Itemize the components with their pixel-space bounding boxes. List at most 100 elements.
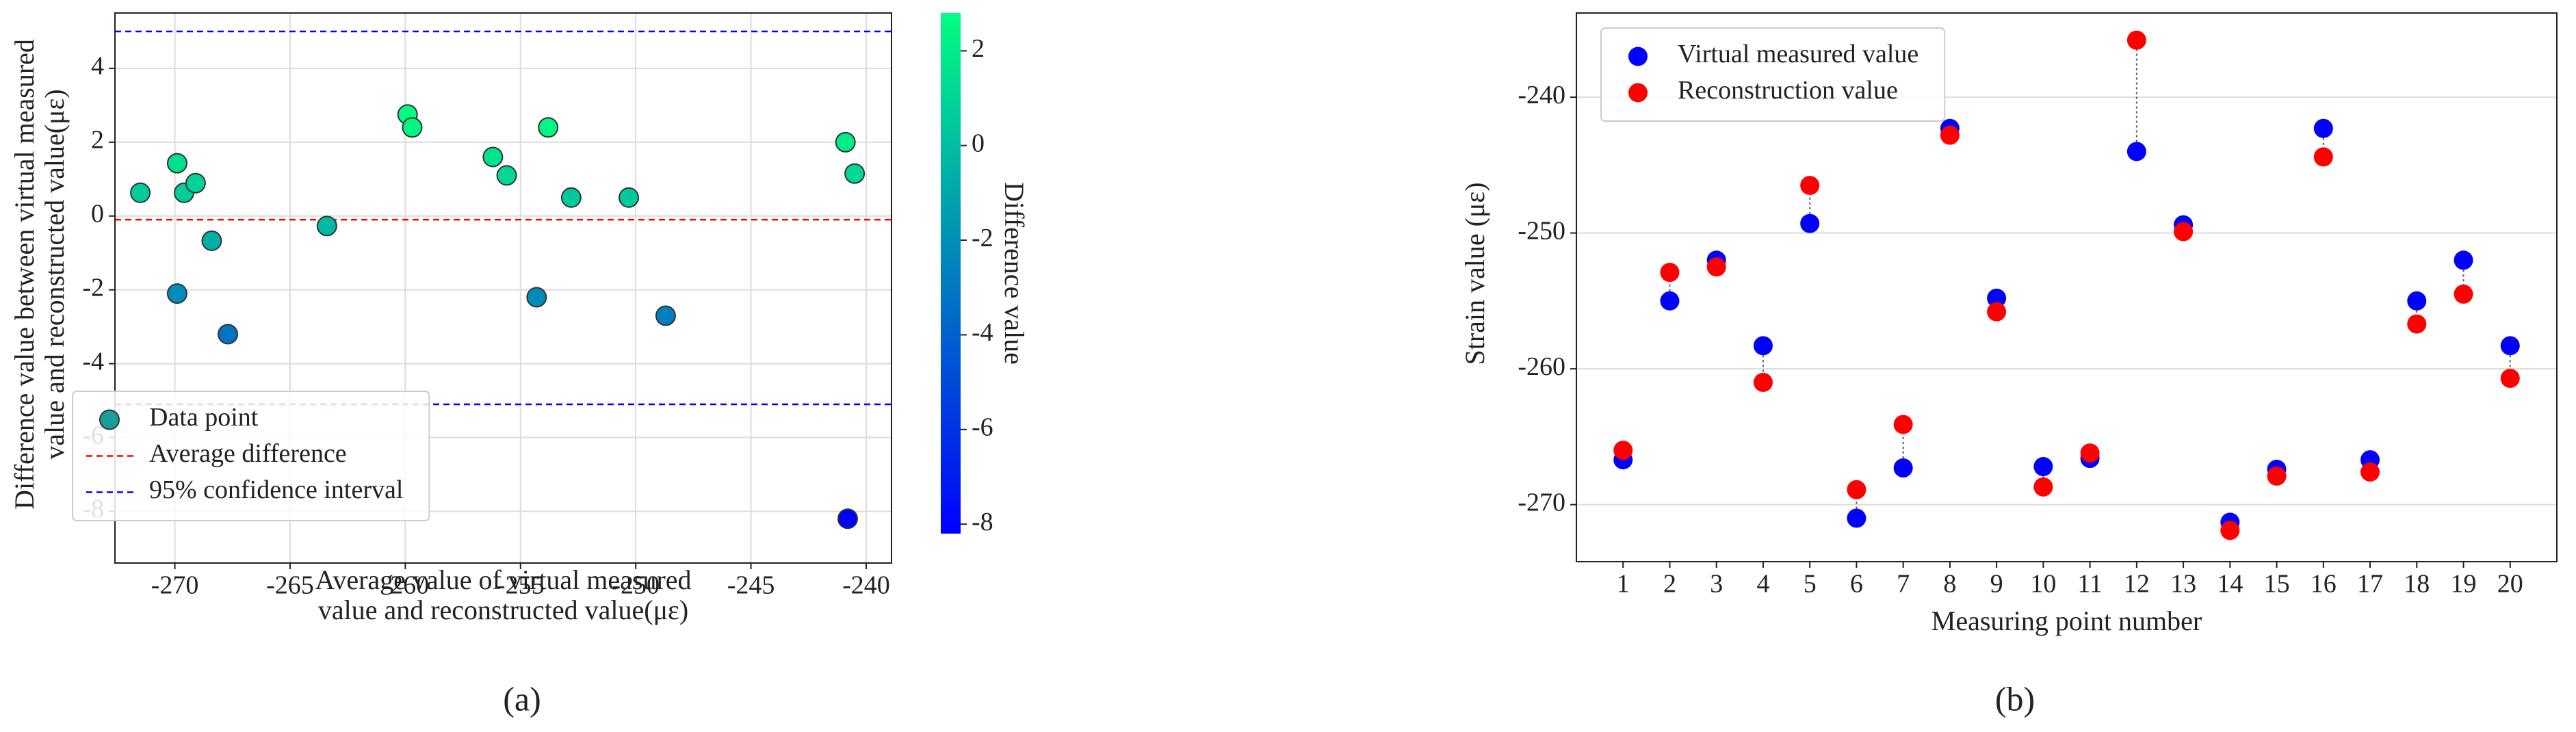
data-point: [2220, 521, 2240, 540]
x-tick-label: -250: [612, 571, 660, 600]
data-point: [1940, 125, 1960, 145]
data-point: [2080, 443, 2100, 463]
y-tick-label: 4: [91, 52, 104, 81]
data-point: [1660, 291, 1680, 311]
plot-frame: [114, 12, 892, 564]
colorbar-label: Difference value: [999, 182, 1030, 365]
data-point: [1893, 415, 1913, 434]
data-point: [2454, 284, 2473, 304]
data-point: [218, 324, 239, 345]
y-tick-label: -2: [82, 273, 104, 302]
legend-label: Data point: [149, 403, 259, 432]
data-point: [1800, 213, 1820, 233]
data-point: [2267, 466, 2287, 486]
legend: Virtual measured value Reconstruction val…: [1600, 27, 1946, 122]
data-point: [1893, 458, 1913, 478]
x-tick-label: 3: [1710, 570, 1723, 599]
data-point: [1753, 336, 1773, 356]
data-point: [496, 165, 517, 186]
x-tick-label: -255: [497, 571, 545, 600]
data-point: [2126, 30, 2146, 50]
x-axis-label: Average value of virtual measured: [315, 564, 691, 595]
y-tick-label: -4: [82, 347, 104, 376]
panel-label: (b): [1995, 679, 2035, 718]
x-tick-label: 8: [1943, 570, 1956, 599]
data-point: [538, 117, 559, 138]
data-point: [130, 182, 151, 203]
data-point: [1987, 302, 2007, 322]
x-tick-label: 14: [2217, 570, 2243, 599]
data-point: [1706, 257, 1726, 277]
data-point: [1800, 176, 1820, 196]
x-tick-label: 15: [2264, 570, 2290, 599]
x-tick-label: 11: [2077, 570, 2103, 599]
y-axis-label: Difference value between virtual measure…: [9, 39, 40, 510]
x-tick-label: 4: [1756, 570, 1769, 599]
data-point: [2174, 222, 2194, 241]
colorbar-tick-label: -2: [972, 224, 993, 252]
data-point: [2313, 118, 2333, 138]
data-point: [2126, 142, 2146, 161]
data-point: [2454, 250, 2473, 270]
data-point: [166, 153, 187, 174]
data-point: [402, 117, 423, 138]
x-tick-label: 10: [2030, 570, 2056, 599]
data-point: [201, 230, 222, 251]
legend: Data point Average difference 95% confiden…: [72, 391, 430, 521]
y-tick-label: -270: [1518, 488, 1565, 517]
data-point: [560, 187, 582, 208]
x-tick-label: -270: [151, 571, 199, 600]
x-tick-label: 7: [1897, 570, 1910, 599]
legend-marker: [1628, 83, 1648, 103]
legend-marker: [99, 409, 120, 430]
x-tick-label: -260: [382, 571, 430, 600]
legend-marker: [1628, 47, 1648, 66]
data-point: [2500, 369, 2520, 389]
data-point: [835, 131, 856, 153]
y-tick-label: -260: [1518, 352, 1565, 381]
y-tick-label: 2: [91, 126, 104, 155]
x-tick-label: 12: [2124, 570, 2150, 599]
colorbar-tick-label: -6: [972, 413, 993, 442]
y-axis-label: value and reconstructed value(με): [39, 89, 70, 459]
x-tick-label: 5: [1804, 570, 1817, 599]
x-tick-label: -265: [266, 571, 314, 600]
colorbar-tick-label: -4: [972, 318, 993, 347]
y-tick-label: -240: [1518, 81, 1565, 109]
data-point: [1987, 288, 2007, 308]
colorbar-tick-label: 2: [972, 34, 985, 63]
data-point: [619, 187, 640, 208]
data-point: [185, 172, 206, 194]
colorbar-tick-label: 0: [972, 129, 985, 157]
x-tick-label: 13: [2170, 570, 2196, 599]
data-point: [1753, 372, 1773, 392]
plot-frame: [1576, 12, 2558, 562]
data-point: [1847, 508, 1866, 528]
data-point: [2313, 147, 2333, 167]
legend-label: Average difference: [149, 439, 347, 468]
legend-label: Virtual measured value: [1678, 40, 1918, 68]
x-tick-label: 9: [1990, 570, 2003, 599]
data-point: [1613, 441, 1633, 460]
data-point: [655, 305, 676, 326]
data-point: [2407, 291, 2427, 311]
data-point: [316, 215, 337, 237]
data-point: [2033, 457, 2053, 477]
x-tick-label: 20: [2497, 570, 2523, 599]
panel-label: (a): [503, 679, 541, 718]
legend-label: 95% confidence interval: [149, 475, 403, 504]
x-tick-label: 17: [2357, 570, 2383, 599]
data-point: [2407, 314, 2427, 334]
x-tick-label: 16: [2311, 570, 2337, 599]
data-point: [1847, 480, 1866, 499]
colorbar: [941, 13, 961, 534]
x-axis-label: value and reconstructed value(με): [318, 594, 688, 625]
x-axis-label: Measuring point number: [1931, 605, 2202, 636]
data-point: [2033, 477, 2053, 497]
colorbar-tick-label: -8: [972, 508, 993, 536]
data-point: [166, 283, 187, 304]
x-tick-label: 18: [2404, 570, 2430, 599]
x-tick-label: 2: [1663, 570, 1676, 599]
legend-box: [72, 391, 430, 521]
